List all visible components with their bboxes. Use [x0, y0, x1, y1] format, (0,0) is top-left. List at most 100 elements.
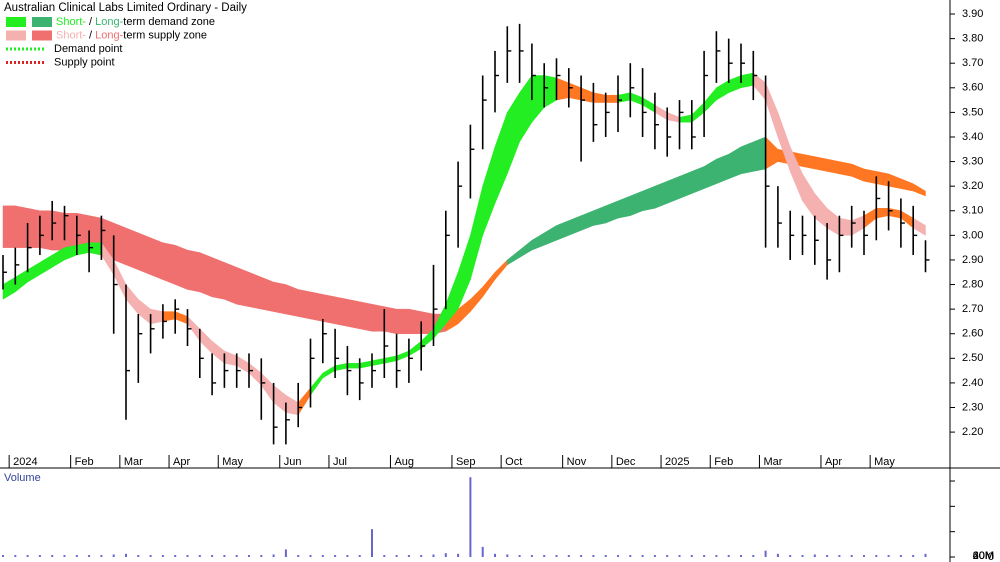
zone-segment [876, 171, 889, 187]
zone-segment [396, 308, 410, 334]
volume-tick-label: 0 [988, 551, 994, 562]
volume-bar [14, 555, 17, 557]
volume-bar [420, 555, 423, 557]
zone-segment [371, 303, 385, 332]
volume-bar [346, 555, 349, 557]
legend-swatch [32, 30, 52, 41]
y-tick-label: 2.40 [962, 377, 983, 389]
legend-text: / [86, 29, 95, 41]
volume-bar [776, 553, 779, 557]
x-tick-label: 2024 [13, 456, 37, 468]
zone-segment [187, 249, 201, 293]
y-tick-label: 2.50 [962, 352, 983, 364]
volume-bar [63, 555, 66, 557]
legend-label: Short- / Long-term demand zone [56, 16, 215, 28]
volume-bar [198, 555, 201, 557]
y-tick-label: 3.60 [962, 82, 983, 94]
zone-segment [654, 180, 668, 209]
volume-bar [321, 555, 324, 557]
volume-bar [161, 555, 164, 557]
zone-segment [912, 183, 926, 197]
zone-segment [15, 205, 28, 248]
volume-bar [88, 555, 91, 557]
zone-segment [347, 298, 360, 330]
x-tick-label: Feb [75, 456, 94, 468]
zone-segment [162, 242, 176, 285]
zone-segment [740, 141, 754, 175]
zone-segment [408, 308, 422, 334]
volume-bar [125, 553, 127, 557]
zone-segment [150, 237, 164, 280]
zone-segment [27, 207, 41, 248]
volume-bar [789, 555, 792, 557]
x-tick-label: Feb [714, 456, 733, 468]
zone-segment [199, 252, 213, 298]
zone-segment [39, 210, 53, 251]
zone-segment [211, 257, 225, 300]
volume-bar [260, 555, 263, 557]
volume-tick-label: 20M [973, 550, 994, 562]
zone-segment [691, 166, 705, 194]
volume-bar [235, 555, 238, 557]
zone-segment [679, 171, 693, 199]
volume-bar [2, 555, 4, 557]
volume-bar [518, 555, 521, 557]
volume-tick-label: 40M [973, 550, 994, 562]
volume-bar [530, 555, 533, 557]
volume-bar [26, 555, 29, 557]
zone-segment [814, 156, 828, 172]
volume-bar [801, 555, 804, 557]
y-tick-label: 3.40 [962, 131, 983, 143]
volume-bar [383, 555, 386, 557]
volume-bar [358, 555, 361, 557]
zone-segment [666, 175, 680, 204]
volume-bar [75, 555, 78, 557]
volume-bar [764, 550, 767, 557]
zone-segment [322, 294, 336, 325]
x-tick-label: Oct [505, 456, 522, 468]
y-tick-label: 3.90 [962, 8, 983, 20]
volume-bar [567, 555, 570, 557]
volume-bar [407, 555, 410, 557]
zone-segment [150, 308, 164, 325]
volume-bar [186, 555, 189, 557]
volume-bar [297, 555, 300, 557]
zone-segment [297, 289, 311, 320]
zones [2, 72, 926, 416]
zone-segment [310, 291, 324, 322]
y-tick-label: 3.20 [962, 180, 983, 192]
zone-segment [125, 227, 139, 271]
zone-segment [839, 217, 852, 236]
zone-segment [863, 168, 877, 185]
zone-segment [334, 296, 348, 327]
volume-bar [875, 555, 878, 557]
volume-bar [334, 555, 337, 557]
legend-swatch [6, 17, 26, 27]
volume-bar [149, 555, 152, 557]
volume-bar [432, 554, 435, 557]
x-tick-label: Nov [567, 456, 587, 468]
legend-label: Demand point [54, 43, 123, 55]
volume-bar [629, 555, 632, 557]
volume-bar [309, 555, 312, 557]
volume-bar [887, 555, 890, 557]
y-tick-label: 3.70 [962, 57, 983, 69]
volume-bar [678, 555, 681, 557]
x-tick-label: Apr [825, 456, 842, 468]
legend-text: / [86, 16, 95, 28]
volume-bar [211, 555, 214, 557]
y-tick-label: 2.30 [962, 401, 983, 413]
y-tick-label: 3.00 [962, 229, 983, 241]
zone-segment [716, 153, 729, 185]
legend-text: Long- [95, 16, 123, 28]
legend-text: Supply point [54, 56, 115, 68]
x-tick-label: Dec [616, 456, 636, 468]
x-tick-label: Jun [284, 456, 302, 468]
zone-segment [359, 301, 373, 332]
legend-label: Short- / Long-term supply zone [56, 29, 207, 41]
zone-segment [826, 158, 840, 175]
x-tick-label: Aug [394, 456, 414, 468]
zone-segment [88, 242, 102, 256]
